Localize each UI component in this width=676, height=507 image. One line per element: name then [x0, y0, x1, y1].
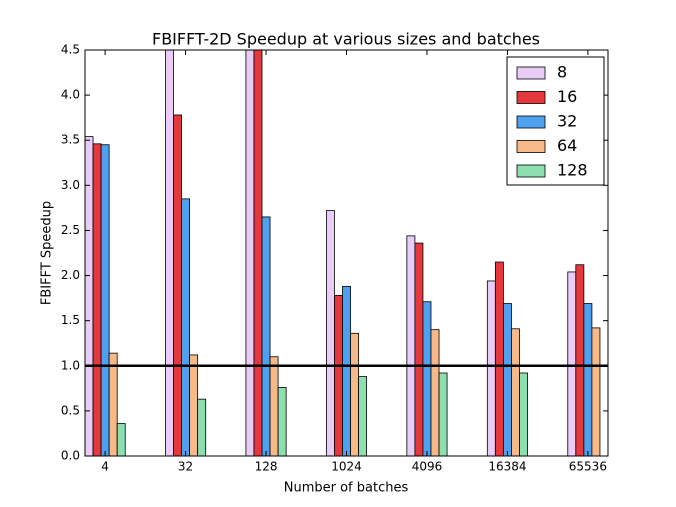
bar — [511, 328, 520, 456]
y-tick-label: 0.0 — [61, 449, 80, 463]
bar — [494, 261, 504, 456]
y-tick-label: 2.5 — [61, 223, 80, 237]
y-tick-label: 0.5 — [61, 403, 80, 417]
legend-label: 64 — [557, 136, 577, 155]
y-tick-label: 1.0 — [61, 358, 80, 372]
bar — [350, 332, 359, 456]
bar — [261, 216, 271, 456]
legend-label: 8 — [557, 63, 567, 82]
bar — [567, 271, 577, 456]
bar — [583, 303, 593, 456]
bar — [181, 198, 191, 456]
y-tick-label: 1.5 — [61, 313, 80, 327]
bar — [197, 398, 207, 456]
bar — [269, 356, 279, 456]
x-tick-label: 128 — [255, 460, 278, 474]
y-tick-label: 4.0 — [61, 88, 80, 102]
legend-label: 16 — [557, 87, 577, 106]
bar — [422, 301, 432, 456]
bar — [325, 210, 335, 456]
x-tick-label: 1024 — [331, 460, 362, 474]
y-tick-label: 3.0 — [61, 178, 80, 192]
bar — [575, 264, 585, 456]
x-tick-label: 4096 — [412, 460, 443, 474]
chart-title: FBIFFT-2D Speedup at various sizes and b… — [152, 30, 540, 49]
bar — [173, 114, 182, 456]
bar — [342, 285, 351, 456]
legend-swatch — [516, 91, 546, 104]
bar — [189, 354, 199, 456]
bar — [502, 303, 512, 456]
x-axis-label: Number of batches — [284, 481, 409, 496]
bar — [334, 295, 343, 456]
bar — [406, 235, 416, 456]
bar — [358, 376, 368, 456]
bar — [277, 387, 287, 456]
legend-label: 128 — [557, 161, 588, 180]
bar — [253, 50, 263, 456]
x-tick-label: 4 — [101, 460, 109, 474]
legend-label: 32 — [557, 112, 577, 131]
legend-swatch — [516, 66, 546, 80]
y-tick-label: 3.5 — [61, 133, 80, 147]
legend-swatch — [516, 115, 546, 129]
bar — [591, 327, 601, 456]
bar — [116, 423, 126, 456]
legend-swatch — [516, 164, 546, 178]
x-tick-label: 65536 — [569, 460, 607, 474]
bar — [430, 329, 440, 456]
y-tick-label: 4.5 — [61, 43, 80, 57]
y-axis-label: FBIFFT Speedup — [40, 201, 55, 305]
bar — [108, 352, 118, 456]
bar — [486, 280, 496, 456]
bar — [414, 242, 424, 456]
bar — [85, 136, 94, 456]
bar — [165, 50, 174, 456]
x-tick-label: 32 — [178, 460, 193, 474]
bar — [92, 143, 102, 456]
bar — [438, 372, 448, 456]
x-tick-label: 16384 — [488, 460, 526, 474]
bar — [519, 372, 528, 456]
plot-area — [85, 50, 601, 456]
bar — [245, 50, 255, 456]
y-tick-label: 2.0 — [61, 268, 80, 282]
legend-swatch — [516, 140, 546, 153]
bar — [100, 144, 110, 456]
